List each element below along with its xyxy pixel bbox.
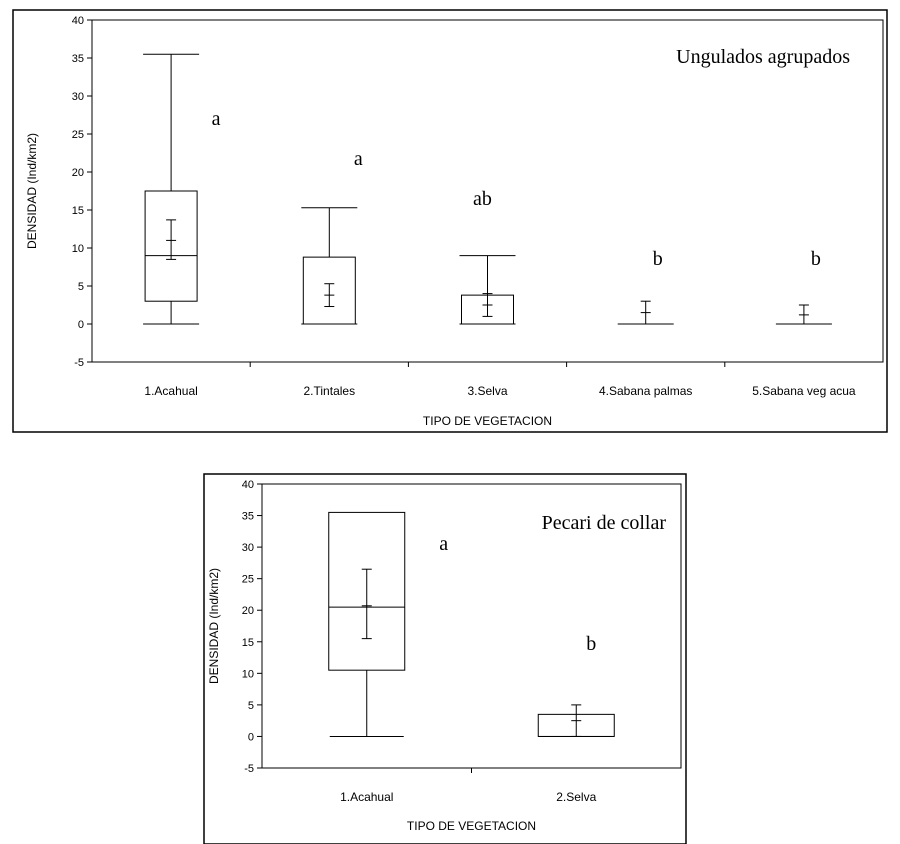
chart-2: -5 0 5 10 15 20 25 30 35 40 1.Acahual 2.Selva a b Peca…	[203, 473, 687, 844]
box-3.Selva: ab	[459, 188, 516, 325]
y-axis-label: DENSIDAD (Ind/km2)	[25, 133, 39, 249]
y-tick-label: 10	[242, 668, 254, 680]
significance-letter: a	[212, 108, 221, 130]
x-tick-label: 4.Sabana palmas	[599, 384, 692, 398]
y-tick-label: 15	[242, 637, 254, 649]
y-tick-label: 35	[72, 53, 84, 65]
y-tick-label: 10	[72, 243, 84, 255]
box-2.Selva: b	[537, 633, 615, 737]
y-tick-label: 0	[248, 731, 254, 743]
box-2.Tintales: a	[301, 148, 363, 325]
x-tick-label: 3.Selva	[467, 384, 507, 398]
x-tick-label: 2.Tintales	[304, 384, 356, 398]
y-tick-label: 35	[242, 511, 254, 523]
iqr-box	[328, 511, 406, 671]
box-1.Acahual: a	[143, 53, 221, 325]
y-tick-label: 20	[72, 167, 84, 179]
chart-1: -5 0 5 10 15 20 25 30 35 40 1.Acahual 2.Tintales 3.S…	[12, 9, 888, 433]
x-tick-label: 5.Sabana veg acua	[752, 384, 856, 398]
significance-letter: a	[439, 533, 448, 555]
y-tick-label: 30	[242, 542, 254, 554]
y-axis-label: DENSIDAD (Ind/km2)	[207, 568, 221, 684]
x-tick-label: 2.Selva	[556, 790, 596, 804]
significance-letter: b	[586, 633, 596, 655]
x-tick-label: 1.Acahual	[144, 384, 197, 398]
significance-letter: a	[354, 148, 363, 170]
significance-letter: b	[811, 248, 821, 270]
y-tick-label: 0	[78, 319, 84, 331]
y-tick-label: 40	[242, 479, 254, 491]
box-1.Acahual: a	[328, 511, 448, 737]
y-tick-label: 5	[78, 281, 84, 293]
y-tick-label: 15	[72, 205, 84, 217]
box-5.Sabana veg acua: b	[775, 248, 832, 325]
chart-title: Ungulados agrupados	[676, 46, 850, 68]
x-axis-label: TIPO DE VEGETACION	[407, 819, 536, 833]
x-tick-label: 1.Acahual	[340, 790, 393, 804]
y-tick-label: 25	[242, 574, 254, 586]
y-tick-label: -5	[244, 763, 254, 775]
x-axis-label: TIPO DE VEGETACION	[423, 414, 552, 428]
y-tick-label: 20	[242, 605, 254, 617]
chart-title: Pecari de collar	[542, 512, 667, 534]
significance-letter: b	[653, 248, 663, 270]
y-tick-label: 40	[72, 15, 84, 27]
y-tick-label: 25	[72, 129, 84, 141]
plot-area	[261, 483, 682, 769]
box-4.Sabana palmas: b	[617, 248, 674, 325]
y-tick-label: 5	[248, 700, 254, 712]
y-tick-label: -5	[74, 357, 84, 369]
y-tick-label: 30	[72, 91, 84, 103]
iqr-box	[144, 190, 198, 302]
significance-letter: ab	[473, 188, 492, 210]
